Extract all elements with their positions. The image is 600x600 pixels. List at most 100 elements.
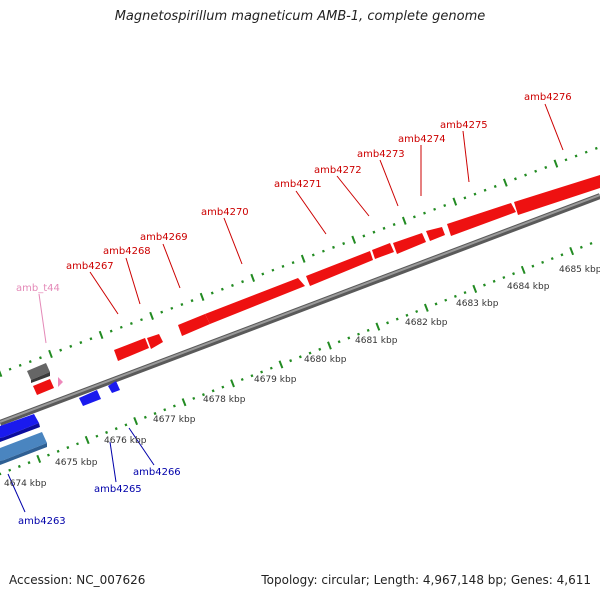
tick-upper	[199, 292, 205, 301]
tick-upper	[392, 222, 396, 227]
gene-label-amb4273: amb4273	[357, 149, 405, 160]
tick-upper	[119, 325, 123, 329]
tick-lower	[181, 398, 187, 407]
tick-upper	[332, 245, 335, 249]
tick-upper	[170, 306, 174, 310]
tick-lower	[46, 453, 50, 457]
gene-amb4273[interactable]	[393, 233, 426, 254]
genome-backbone	[0, 193, 600, 426]
gene-label-amb4263: amb4263	[18, 516, 66, 527]
kbp-label: 4677 kbp	[153, 415, 196, 425]
tick-upper	[584, 150, 588, 154]
tick-lower	[133, 417, 139, 426]
trna-amb-t44[interactable]	[58, 377, 63, 387]
tick-upper	[443, 204, 447, 207]
tick-lower	[66, 445, 70, 450]
tick-lower	[27, 461, 31, 465]
tick-upper	[594, 146, 598, 150]
tick-lower	[444, 298, 448, 302]
tick-lower	[308, 351, 312, 355]
gene-label-amb4276: amb4276	[524, 92, 572, 103]
gene-amb4270[interactable]	[205, 278, 305, 324]
tick-lower	[579, 245, 583, 249]
tick-lower	[569, 246, 575, 256]
tick-upper	[210, 291, 214, 295]
tick-upper	[382, 226, 386, 230]
tick-upper	[493, 184, 497, 189]
tick-upper	[433, 207, 437, 211]
tick-lower	[36, 454, 42, 463]
tick-upper	[69, 344, 73, 348]
kbp-label: 4675 kbp	[55, 458, 98, 468]
tick-upper	[98, 330, 104, 340]
gene-label-amb-t44: amb_t44	[16, 283, 60, 294]
gene-label-amb4266: amb4266	[133, 467, 181, 478]
tick-upper	[544, 165, 548, 170]
tick-upper	[79, 340, 83, 345]
accession-text: Accession: NC_007626	[9, 573, 146, 587]
gene-amb4267[interactable]	[114, 338, 149, 361]
tick-lower	[95, 434, 99, 438]
tick-lower	[56, 449, 60, 453]
tick-upper	[564, 158, 568, 162]
gene-amb4264[interactable]	[0, 432, 47, 461]
tick-lower	[84, 435, 90, 445]
gene-amb4265[interactable]	[79, 390, 101, 406]
tick-lower	[472, 284, 478, 293]
reverse-genes	[0, 381, 120, 465]
gene-amb4268[interactable]	[147, 334, 163, 349]
tick-upper	[241, 280, 245, 284]
tick-upper	[412, 215, 416, 219]
tick-lower	[512, 272, 516, 276]
tick-lower	[17, 464, 21, 469]
tick-upper	[342, 241, 346, 246]
gene-amb4271[interactable]	[306, 251, 373, 286]
tick-upper	[230, 283, 234, 288]
gene-grey[interactable]	[27, 363, 50, 380]
gene-amb4276[interactable]	[514, 175, 600, 215]
gene-amb4275[interactable]	[447, 203, 516, 236]
kbp-label: 4678 kbp	[203, 395, 246, 405]
tick-upper	[250, 273, 256, 282]
tick-upper	[18, 363, 22, 367]
kbp-label: 4684 kbp	[507, 282, 550, 292]
tick-lower	[337, 340, 341, 344]
gene-labels: amb4267 amb4268 amb4269 amb4270 amb4271 …	[16, 92, 572, 527]
kbp-label: 4685 kbp	[559, 265, 600, 275]
gene-label-amb4275: amb4275	[440, 120, 488, 131]
gene-amb4263[interactable]	[0, 414, 39, 438]
gene-amb4269[interactable]	[178, 314, 210, 336]
gene-amb4272[interactable]	[372, 243, 394, 259]
tick-lower	[492, 279, 496, 283]
gene-label-amb4270: amb4270	[201, 207, 249, 218]
tick-upper	[401, 216, 407, 225]
tick-upper	[351, 235, 357, 244]
tick-upper	[574, 154, 578, 158]
tick-lower	[531, 264, 535, 268]
tick-lower	[520, 265, 526, 275]
tick-lower	[221, 385, 225, 389]
tick-row-upper	[0, 146, 598, 378]
tick-lower	[366, 328, 370, 332]
tick-upper	[109, 329, 113, 333]
tick-lower	[541, 260, 545, 264]
tick-lower	[434, 302, 438, 306]
gene-amb4266[interactable]	[108, 381, 120, 393]
gene-label-amb4267: amb4267	[66, 261, 114, 272]
gene-left-small[interactable]	[33, 379, 54, 395]
gene-amb4274[interactable]	[426, 227, 445, 241]
gene-grey-shadow	[31, 372, 50, 383]
tick-lower	[560, 253, 564, 257]
tick-lower	[211, 389, 215, 393]
tick-upper	[502, 178, 508, 187]
tick-upper	[180, 303, 184, 306]
tick-lower	[386, 321, 390, 325]
tick-lower	[423, 303, 429, 312]
gene-label-amb4265: amb4265	[94, 484, 142, 495]
tick-upper	[300, 254, 306, 263]
kbp-label: 4679 kbp	[254, 375, 297, 385]
tick-upper	[149, 311, 154, 320]
tick-lower	[298, 355, 302, 359]
tick-lower	[153, 411, 157, 416]
kbp-label: 4681 kbp	[355, 336, 398, 346]
